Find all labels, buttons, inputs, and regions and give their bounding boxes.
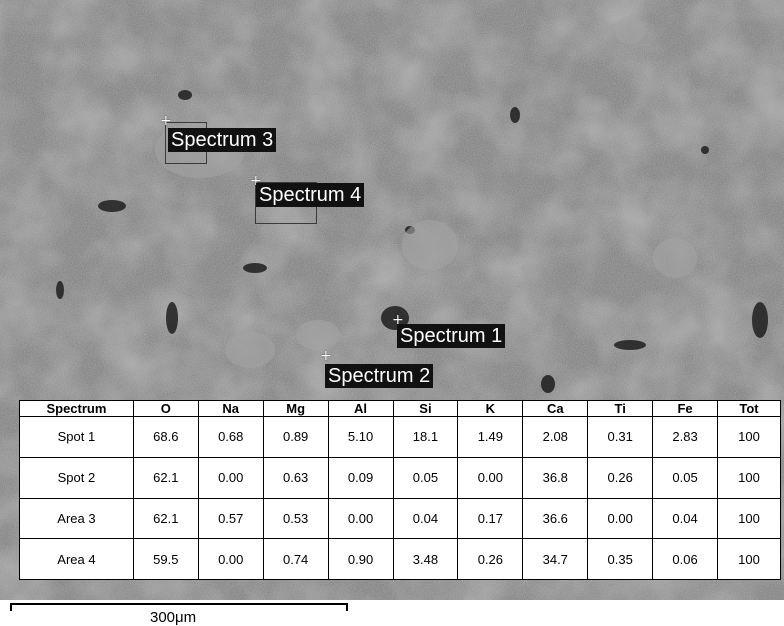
table-cell: Spot 1 (19, 416, 134, 458)
table-cell: Spot 2 (19, 456, 134, 499)
spectrum-1-label: Spectrum 1 (397, 324, 506, 348)
table-cell: 0.06 (652, 538, 719, 580)
table-cell: 0.31 (587, 416, 654, 458)
table-cell: 0.74 (262, 538, 329, 580)
header-cell: Fe (652, 400, 719, 417)
table-cell: 0.26 (587, 456, 654, 499)
table-cell: 0.04 (652, 497, 719, 540)
table-cell: 0.00 (197, 456, 264, 499)
table-cell: 0.35 (587, 538, 654, 580)
header-cell: Spectrum (19, 400, 134, 417)
table-header-row: Spectrum O Na Mg Al Si K Ca Ti Fe Tot (19, 400, 781, 417)
table-cell: 0.09 (327, 456, 394, 499)
table-cell: 34.7 (522, 538, 589, 580)
header-cell: Ca (522, 400, 589, 417)
table-cell: 0.68 (197, 416, 264, 458)
table-cell: 36.8 (522, 456, 589, 499)
spectrum-4-marker: + (250, 173, 262, 189)
table-cell: 68.6 (132, 416, 199, 458)
table-cell: 0.04 (392, 497, 459, 540)
table-cell: 0.90 (327, 538, 394, 580)
table-cell: 1.49 (457, 416, 524, 458)
table-cell: 0.63 (262, 456, 329, 499)
table-cell: Area 4 (19, 538, 134, 580)
spectrum-3-label: Spectrum 3 (168, 128, 277, 152)
table-row: Area 3 62.1 0.57 0.53 0.00 0.04 0.17 36.… (19, 497, 781, 540)
table-cell: 0.00 (197, 538, 264, 580)
header-cell: Tot (717, 400, 781, 417)
table-row: Area 4 59.5 0.00 0.74 0.90 3.48 0.26 34.… (19, 538, 781, 580)
spectrum-3-marker: + (160, 113, 172, 129)
table-cell: 0.89 (262, 416, 329, 458)
table-cell: 36.6 (522, 497, 589, 540)
table-cell: 0.17 (457, 497, 524, 540)
header-cell: K (457, 400, 524, 417)
table-cell: 0.00 (587, 497, 654, 540)
header-cell: Na (197, 400, 264, 417)
header-cell: Ti (587, 400, 654, 417)
header-cell: O (132, 400, 199, 417)
scale-bar-label: 300μm (150, 609, 197, 626)
table-cell: 100 (717, 416, 781, 458)
table-cell: 2.08 (522, 416, 589, 458)
table-cell: 0.05 (652, 456, 719, 499)
table-cell: 100 (717, 456, 781, 499)
spectrum-4-label: Spectrum 4 (256, 183, 365, 207)
table-cell: 0.26 (457, 538, 524, 580)
table-cell: 100 (717, 497, 781, 540)
spectrum-2-label: Spectrum 2 (325, 364, 434, 388)
table-cell: Area 3 (19, 497, 134, 540)
header-cell: Al (327, 400, 394, 417)
table-cell: 59.5 (132, 538, 199, 580)
table-cell: 62.1 (132, 497, 199, 540)
composition-table: Spectrum O Na Mg Al Si K Ca Ti Fe Tot Sp… (19, 400, 781, 580)
table-cell: 62.1 (132, 456, 199, 499)
table-cell: 100 (717, 538, 781, 580)
header-cell: Si (392, 400, 459, 417)
table-row: Spot 2 62.1 0.00 0.63 0.09 0.05 0.00 36.… (19, 456, 781, 499)
table-cell: 0.05 (392, 456, 459, 499)
spectrum-1-marker: + (392, 312, 404, 328)
sem-micrograph (0, 0, 784, 600)
spectrum-2-marker: + (320, 348, 332, 364)
table-cell: 0.53 (262, 497, 329, 540)
table-cell: 2.83 (652, 416, 719, 458)
scale-bar (10, 603, 348, 611)
table-cell: 0.00 (457, 456, 524, 499)
header-cell: Mg (262, 400, 329, 417)
table-cell: 5.10 (327, 416, 394, 458)
table-row: Spot 1 68.6 0.68 0.89 5.10 18.1 1.49 2.0… (19, 416, 781, 458)
table-cell: 0.00 (327, 497, 394, 540)
table-cell: 18.1 (392, 416, 459, 458)
table-cell: 3.48 (392, 538, 459, 580)
table-cell: 0.57 (197, 497, 264, 540)
